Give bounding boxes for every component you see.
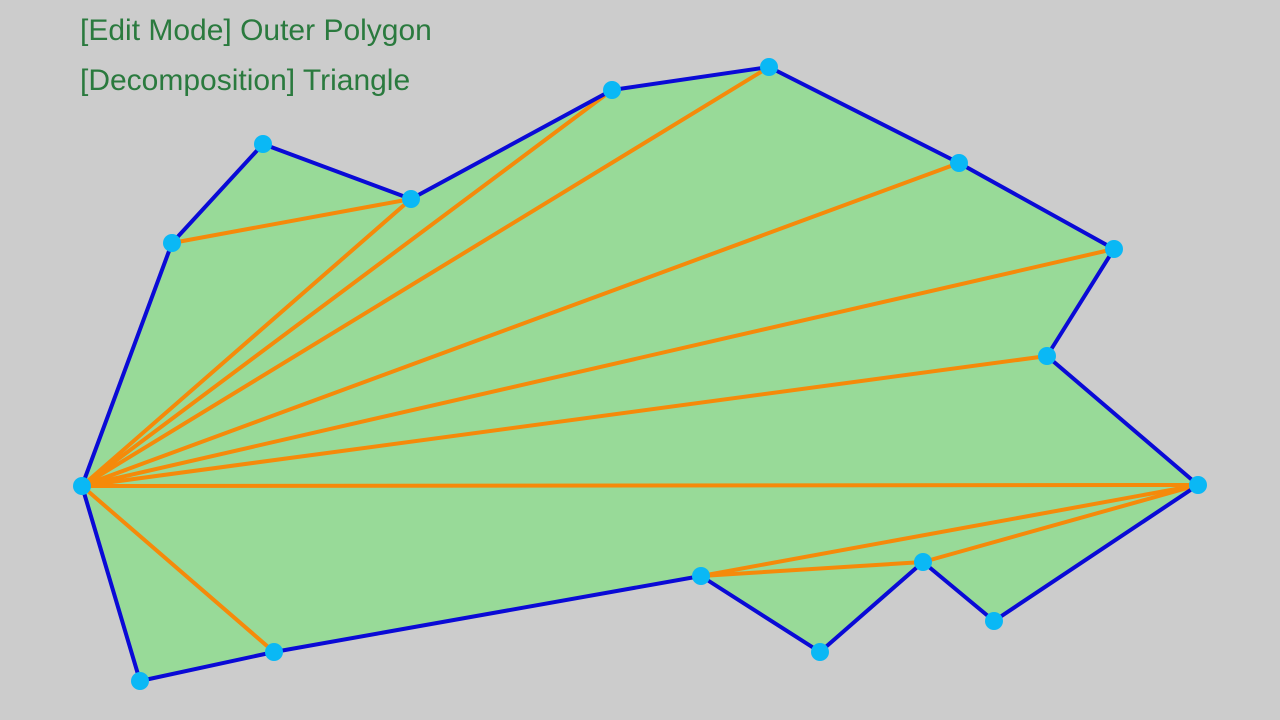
vertex-handle-2[interactable] xyxy=(163,234,181,252)
diagonal-3 xyxy=(80,88,614,488)
vertex-handle-6[interactable] xyxy=(760,58,778,76)
polygon-fill xyxy=(82,67,1198,681)
diagonal-6 xyxy=(80,247,1116,488)
triangulation-diagonals xyxy=(80,65,1200,654)
vertex-handle-14[interactable] xyxy=(692,567,710,585)
vertex-handle-11[interactable] xyxy=(985,612,1003,630)
decomposition-label: [Decomposition] Triangle xyxy=(80,64,411,97)
diagonal-7 xyxy=(80,354,1049,488)
vertex-handle-3[interactable] xyxy=(254,135,272,153)
vertex-handle-10[interactable] xyxy=(1189,476,1207,494)
diagonal-9 xyxy=(80,484,276,654)
diagonal-10 xyxy=(699,483,1200,578)
vertex-handle-16[interactable] xyxy=(131,672,149,690)
vertex-handle-13[interactable] xyxy=(811,643,829,661)
diagonal-11 xyxy=(699,560,925,578)
edit-mode-label: [Edit Mode] Outer Polygon xyxy=(80,14,432,47)
vertex-handle-7[interactable] xyxy=(950,154,968,172)
diagonal-1 xyxy=(170,197,413,245)
diagonal-8 xyxy=(80,483,1200,488)
vertex-handle-15[interactable] xyxy=(265,643,283,661)
diagonal-12 xyxy=(921,483,1200,564)
vertex-handle-12[interactable] xyxy=(914,553,932,571)
vertex-handle-8[interactable] xyxy=(1105,240,1123,258)
vertex-handle-9[interactable] xyxy=(1038,347,1056,365)
diagonal-4 xyxy=(80,65,771,488)
diagonal-5 xyxy=(80,161,961,488)
vertex-handle-4[interactable] xyxy=(402,190,420,208)
vertex-handles[interactable] xyxy=(73,58,1207,690)
vertex-handle-1[interactable] xyxy=(73,477,91,495)
diagonal-2 xyxy=(80,197,413,488)
vertex-handle-5[interactable] xyxy=(603,81,621,99)
